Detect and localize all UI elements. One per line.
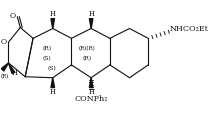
Polygon shape — [51, 19, 55, 28]
Text: H: H — [50, 88, 56, 96]
Polygon shape — [1, 63, 9, 71]
Text: CONPh₂: CONPh₂ — [74, 95, 108, 103]
Text: H: H — [88, 88, 94, 96]
Text: NHCO₂Et: NHCO₂Et — [170, 25, 209, 33]
Polygon shape — [89, 19, 93, 28]
Polygon shape — [9, 63, 15, 73]
Polygon shape — [51, 78, 55, 88]
Text: (S): (S) — [47, 66, 56, 71]
Text: (S): (S) — [42, 56, 51, 62]
Text: O: O — [0, 38, 7, 46]
Text: O: O — [9, 12, 16, 20]
Text: (R): (R) — [42, 46, 51, 51]
Polygon shape — [89, 78, 93, 88]
Text: H: H — [50, 10, 56, 18]
Text: (R): (R) — [0, 74, 9, 79]
Text: H: H — [88, 10, 94, 18]
Text: H: H — [11, 69, 17, 77]
Text: (R)(R): (R)(R) — [79, 46, 96, 51]
Text: (R): (R) — [83, 56, 92, 62]
